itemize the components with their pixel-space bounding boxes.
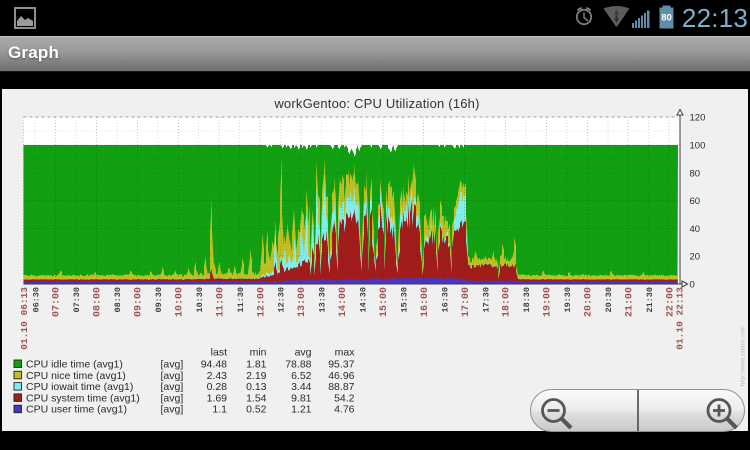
svg-text:[avg]: [avg]: [161, 404, 184, 416]
svg-text:[avg]: [avg]: [161, 392, 184, 404]
svg-text:18:30: 18:30: [522, 287, 532, 313]
svg-text:21:00: 21:00: [624, 287, 635, 317]
svg-text:09:30: 09:30: [154, 287, 164, 313]
svg-text:1.1: 1.1: [212, 404, 227, 416]
svg-text:19:30: 19:30: [563, 287, 573, 313]
svg-text:78.88: 78.88: [285, 359, 311, 371]
svg-text:40: 40: [690, 224, 701, 235]
svg-text:94.48: 94.48: [201, 359, 227, 371]
svg-text:max: max: [335, 347, 356, 359]
svg-text:120: 120: [690, 113, 706, 124]
svg-text:last: last: [211, 347, 227, 359]
svg-text:06:30: 06:30: [31, 287, 41, 313]
svg-text:20: 20: [690, 252, 701, 263]
svg-text:0.13: 0.13: [246, 381, 267, 393]
svg-text:88.87: 88.87: [328, 381, 354, 393]
svg-text:2.43: 2.43: [207, 370, 228, 382]
svg-text:17:00: 17:00: [461, 287, 472, 317]
svg-text:workGentoo: CPU Utilization (1: workGentoo: CPU Utilization (16h): [273, 96, 479, 111]
svg-text:54.2: 54.2: [334, 392, 355, 404]
svg-text:0: 0: [690, 280, 695, 291]
svg-text:80: 80: [661, 13, 672, 24]
svg-text:1.54: 1.54: [246, 392, 267, 404]
svg-text:12:30: 12:30: [277, 287, 287, 313]
svg-text:95.37: 95.37: [328, 359, 354, 371]
svg-text:15:30: 15:30: [399, 287, 409, 313]
svg-text:CPU user time (avg1): CPU user time (avg1): [26, 404, 127, 416]
svg-text:http://www.zabbix.com: http://www.zabbix.com: [741, 326, 747, 386]
svg-text:10:00: 10:00: [175, 287, 186, 317]
svg-text:16:30: 16:30: [440, 287, 450, 313]
svg-text:07:00: 07:00: [52, 287, 63, 317]
svg-text:2.19: 2.19: [246, 370, 267, 382]
svg-text:14:00: 14:00: [338, 287, 349, 317]
svg-text:80: 80: [690, 168, 701, 179]
svg-text:18:00: 18:00: [502, 287, 513, 317]
svg-text:11:30: 11:30: [236, 287, 246, 313]
svg-text:15:00: 15:00: [379, 287, 390, 317]
svg-text:CPU nice time (avg1): CPU nice time (avg1): [26, 370, 126, 382]
svg-text:13:00: 13:00: [297, 287, 308, 317]
svg-text:07:30: 07:30: [72, 287, 82, 313]
svg-text:11:00: 11:00: [215, 287, 226, 317]
svg-text:3.44: 3.44: [291, 381, 312, 393]
svg-text:13:30: 13:30: [318, 287, 328, 313]
svg-text:CPU iowait time (avg1): CPU iowait time (avg1): [26, 381, 133, 393]
svg-text:[avg]: [avg]: [161, 370, 184, 382]
svg-text:16:00: 16:00: [420, 287, 431, 317]
svg-text:01.10 06:13: 01.10 06:13: [19, 287, 30, 350]
svg-text:6.52: 6.52: [291, 370, 312, 382]
svg-text:1.69: 1.69: [207, 392, 228, 404]
svg-text:10:30: 10:30: [195, 287, 205, 313]
svg-text:08:00: 08:00: [93, 287, 104, 317]
svg-text:[avg]: [avg]: [161, 381, 184, 393]
svg-text:min: min: [250, 347, 267, 359]
svg-text:12:00: 12:00: [256, 287, 267, 317]
svg-text:[avg]: [avg]: [161, 359, 184, 371]
svg-text:CPU idle time (avg1): CPU idle time (avg1): [26, 359, 123, 371]
svg-text:4.76: 4.76: [334, 404, 355, 416]
svg-text:9.81: 9.81: [291, 392, 312, 404]
svg-text:19:00: 19:00: [543, 287, 554, 317]
svg-text:1.81: 1.81: [246, 359, 267, 371]
svg-text:1.21: 1.21: [291, 404, 312, 416]
svg-text:01.10 22:13: 01.10 22:13: [675, 287, 686, 350]
svg-text:09:00: 09:00: [134, 287, 145, 317]
svg-text:60: 60: [690, 196, 701, 207]
svg-text:21:30: 21:30: [645, 287, 655, 313]
svg-text:17:30: 17:30: [481, 287, 491, 313]
svg-text:avg: avg: [295, 347, 312, 359]
svg-text:22:00: 22:00: [665, 287, 676, 317]
svg-text:0.28: 0.28: [207, 381, 228, 393]
svg-text:100: 100: [690, 141, 706, 152]
svg-text:0.52: 0.52: [246, 404, 267, 416]
svg-text:20:00: 20:00: [584, 287, 595, 317]
svg-text:14:30: 14:30: [359, 287, 369, 313]
svg-text:CPU system time (avg1): CPU system time (avg1): [26, 392, 140, 404]
svg-text:20:30: 20:30: [604, 287, 614, 313]
svg-text:08:30: 08:30: [113, 287, 123, 313]
svg-text:46.96: 46.96: [328, 370, 354, 382]
